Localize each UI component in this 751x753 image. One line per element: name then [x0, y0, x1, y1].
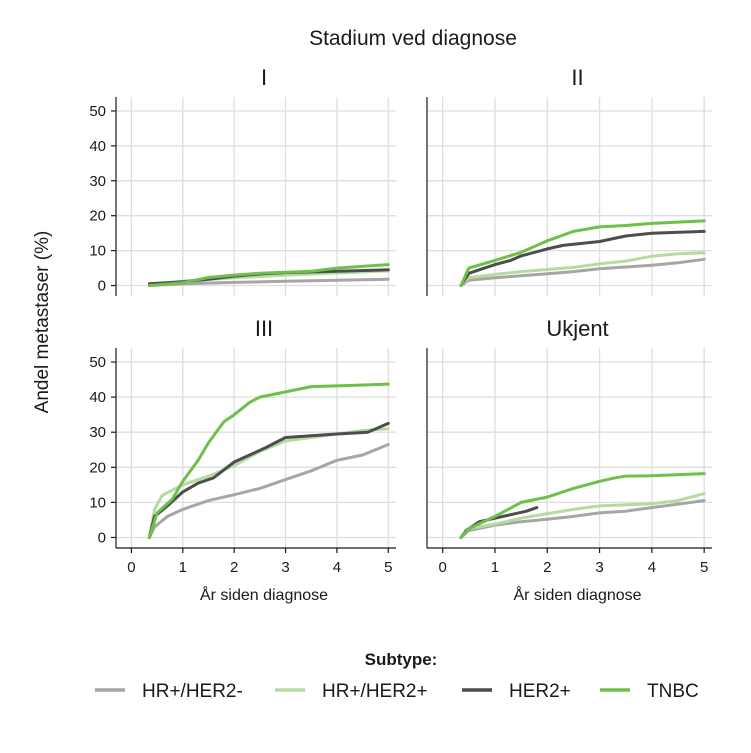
- panel-title: III: [255, 316, 273, 341]
- x-tick-label: 4: [648, 559, 656, 576]
- y-tick-label: 50: [89, 103, 106, 120]
- y-axis-label: Andel metastaser (%): [32, 231, 53, 414]
- legend-item-tnbc: TNBC: [600, 681, 699, 702]
- panel-ukjent: Ukjent 0 1 2 3 4 5 År siden diagnose: [426, 316, 712, 604]
- legend: Subtype: HR+/HER2- HR+/HER2+ HER2+ TNBC: [95, 650, 699, 702]
- y-tick-label: 10: [89, 494, 106, 511]
- series-line-hr-her2: [459, 251, 706, 287]
- facet-title: Stadium ved diagnose: [309, 27, 517, 50]
- legend-label: HER2+: [509, 681, 571, 702]
- y-tick-label: 40: [89, 389, 106, 406]
- x-tick-label: 5: [384, 559, 392, 576]
- series-line-tnbc: [147, 382, 390, 539]
- legend-label: HR+/HER2+: [322, 681, 428, 702]
- panel-title: Ukjent: [546, 316, 608, 341]
- legend-label: HR+/HER2-: [142, 681, 243, 702]
- y-tick-label: 0: [98, 278, 106, 295]
- legend-item-hr-her2: HR+/HER2-: [95, 681, 243, 702]
- y-tick-label: 30: [89, 424, 106, 441]
- x-tick-label: 0: [439, 559, 447, 576]
- panel-iii: III 0 10 20 30 40 50 0 1 2 3 4 5 År siden diagnose: [89, 316, 396, 604]
- x-tick-label: 5: [700, 559, 708, 576]
- x-tick-label: 2: [543, 559, 551, 576]
- panel-title: I: [261, 65, 267, 90]
- y-tick-label: 10: [89, 243, 106, 260]
- panel-title: II: [571, 65, 583, 90]
- y-tick-label: 30: [89, 173, 106, 190]
- x-tick-label: 1: [179, 559, 187, 576]
- panel-i: I 0 10 20 30 40 50: [89, 65, 396, 296]
- y-tick-label: 0: [98, 529, 106, 546]
- legend-item-her2: HER2+: [462, 681, 571, 702]
- series-line-hr-her2: [147, 443, 390, 539]
- series-line-hr-her2: [459, 492, 706, 539]
- series-line-tnbc: [459, 219, 706, 287]
- y-tick-label: 20: [89, 459, 106, 476]
- series-line-tnbc: [147, 263, 390, 287]
- legend-item-hr-her2: HR+/HER2+: [275, 681, 428, 702]
- x-tick-label: 1: [491, 559, 499, 576]
- x-tick-label: 3: [595, 559, 603, 576]
- y-tick-label: 50: [89, 354, 106, 371]
- series-line-hr-her2: [459, 257, 706, 287]
- y-tick-label: 40: [89, 138, 106, 155]
- legend-title: Subtype:: [365, 650, 438, 669]
- legend-label: TNBC: [647, 681, 699, 702]
- series-line-her2: [147, 421, 390, 539]
- y-tick-label: 20: [89, 208, 106, 225]
- x-axis-label: År siden diagnose: [200, 585, 328, 604]
- x-tick-label: 4: [333, 559, 341, 576]
- series-line-her2: [459, 229, 706, 287]
- x-tick-label: 3: [281, 559, 289, 576]
- x-tick-label: 2: [230, 559, 238, 576]
- x-axis-label: År siden diagnose: [513, 585, 641, 604]
- panel-ii: II: [426, 65, 712, 296]
- series-line-tnbc: [459, 472, 706, 539]
- x-tick-label: 0: [127, 559, 135, 576]
